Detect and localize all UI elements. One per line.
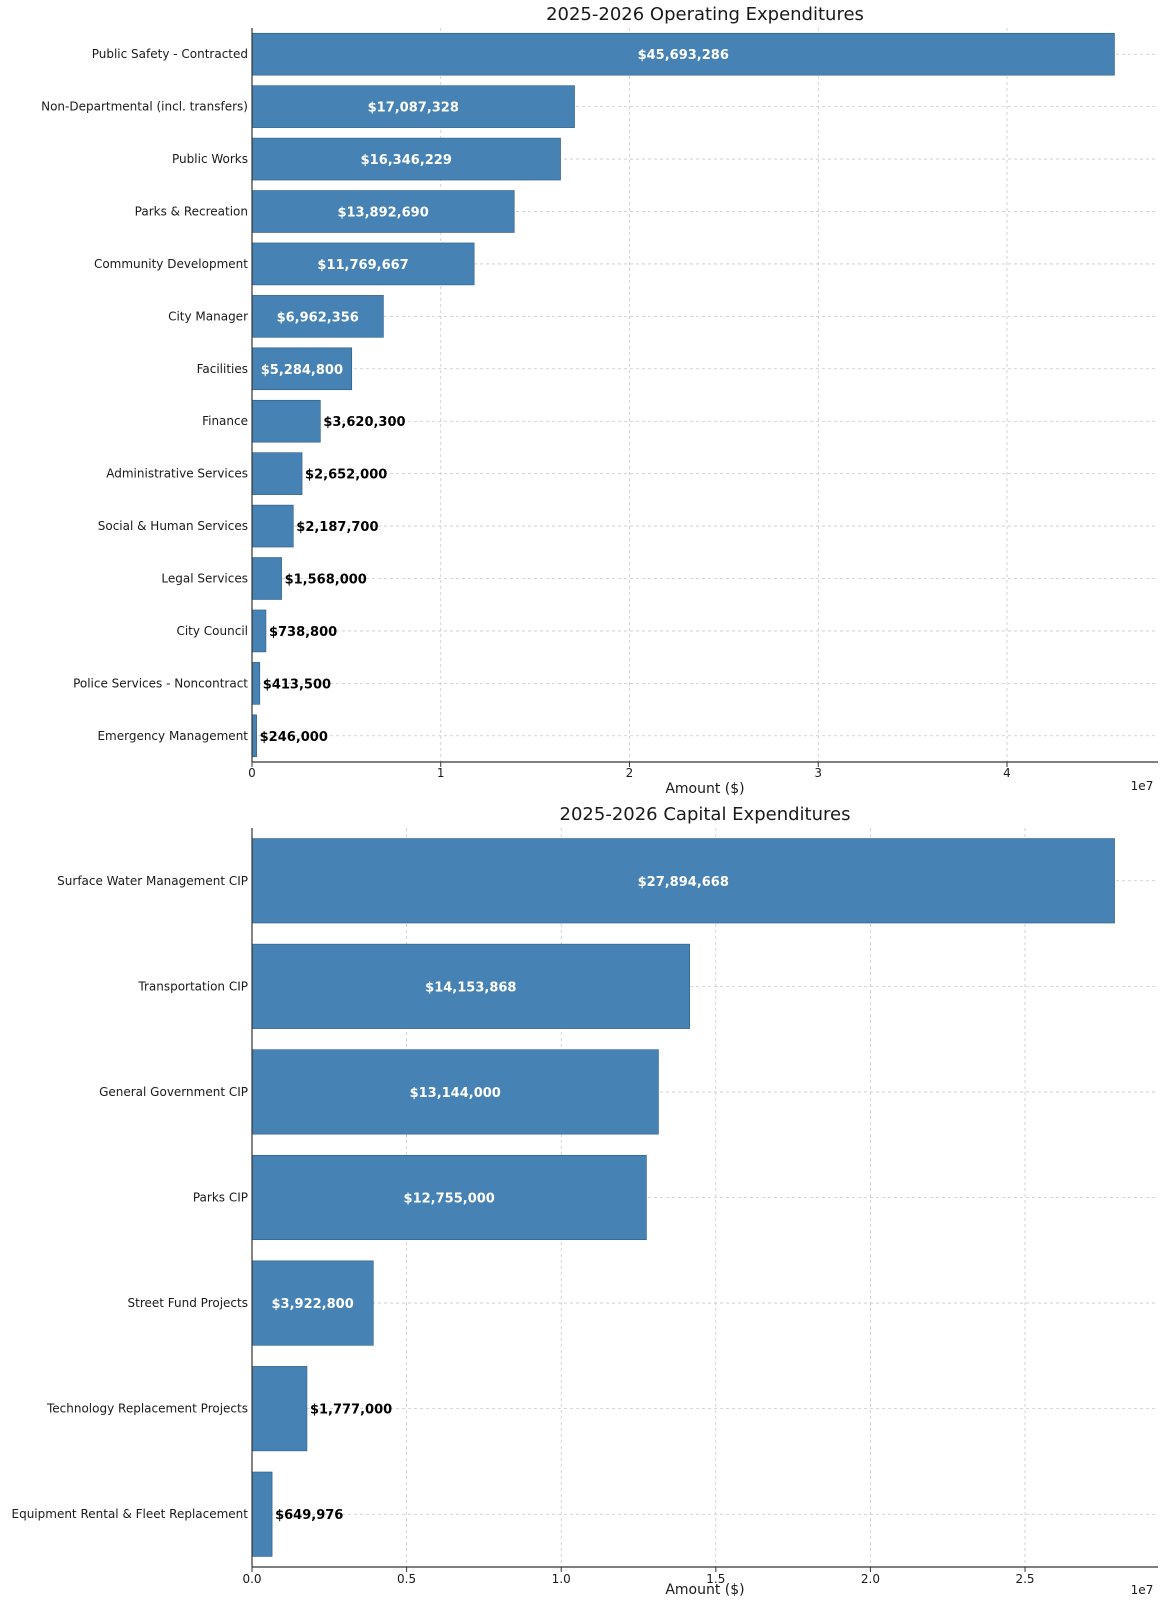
bar bbox=[251, 609, 267, 653]
x-axis-offset-label: 1e7 bbox=[1131, 1583, 1154, 1597]
x-tick-label: 1 bbox=[437, 766, 445, 780]
category-label: Street Fund Projects bbox=[128, 1296, 248, 1310]
category-label: Facilities bbox=[197, 362, 248, 376]
category-label: Finance bbox=[202, 414, 248, 428]
x-tick-label: 2.5 bbox=[1015, 1572, 1034, 1586]
x-tick-label: 4 bbox=[1003, 766, 1011, 780]
bar bbox=[251, 1260, 374, 1346]
category-label: Social & Human Services bbox=[98, 519, 248, 533]
bar bbox=[251, 838, 1115, 924]
category-label: Public Works bbox=[172, 152, 248, 166]
category-label: Surface Water Management CIP bbox=[57, 874, 248, 888]
x-axis-label: Amount ($) bbox=[665, 781, 744, 797]
x-tick-label: 0 bbox=[248, 766, 256, 780]
bar bbox=[251, 242, 475, 286]
bar-value-label: $413,500 bbox=[263, 677, 331, 692]
capital-chart-svg: 2025-2026 Capital Expenditures Amount ($… bbox=[12, 804, 1158, 1598]
bar-value-label: $3,922,800 bbox=[272, 1297, 354, 1312]
bar bbox=[251, 1471, 273, 1557]
category-label: Public Safety - Contracted bbox=[92, 47, 248, 61]
x-tick-label: 2.0 bbox=[861, 1572, 880, 1586]
category-label: Community Development bbox=[94, 257, 248, 271]
x-tick-label: 3 bbox=[814, 766, 822, 780]
category-label: Parks CIP bbox=[193, 1191, 248, 1205]
bar-value-label: $17,087,328 bbox=[368, 101, 459, 116]
bar bbox=[251, 504, 294, 548]
bar-value-label: $649,976 bbox=[275, 1508, 343, 1523]
bar bbox=[251, 1154, 647, 1241]
category-label: Parks & Recreation bbox=[135, 205, 248, 219]
bar-value-label: $13,892,690 bbox=[337, 206, 428, 221]
capital-expenditures-chart: 2025-2026 Capital Expenditures Amount ($… bbox=[0, 800, 1162, 1600]
bar bbox=[251, 399, 321, 443]
category-label: Technology Replacement Projects bbox=[46, 1402, 248, 1416]
category-label: Administrative Services bbox=[106, 467, 248, 481]
bar bbox=[251, 347, 353, 391]
bar bbox=[251, 32, 1115, 76]
bar bbox=[251, 85, 575, 128]
category-label: Emergency Management bbox=[97, 729, 248, 743]
category-label: General Government CIP bbox=[99, 1085, 248, 1099]
bar-value-label: $13,144,000 bbox=[410, 1086, 501, 1101]
bar-value-label: $14,153,868 bbox=[425, 980, 516, 995]
bar-value-label: $738,800 bbox=[269, 625, 337, 640]
x-tick-label: 0.0 bbox=[242, 1572, 261, 1586]
x-tick-label: 1.0 bbox=[552, 1572, 571, 1586]
bar-value-label: $6,962,356 bbox=[277, 310, 359, 325]
bar-value-label: $45,693,286 bbox=[638, 48, 729, 63]
bar-value-label: $2,187,700 bbox=[296, 520, 378, 535]
category-label: Equipment Rental & Fleet Replacement bbox=[12, 1507, 249, 1521]
bar-value-label: $246,000 bbox=[260, 730, 328, 745]
bar bbox=[251, 943, 690, 1029]
bar-value-label: $3,620,300 bbox=[323, 415, 405, 430]
chart-title: 2025-2026 Operating Expenditures bbox=[546, 4, 864, 25]
bar bbox=[251, 1049, 659, 1135]
bar bbox=[251, 714, 257, 758]
bars bbox=[251, 838, 1115, 1557]
operating-expenditures-chart: 2025-2026 Operating Expenditures Amount … bbox=[0, 0, 1162, 800]
bar bbox=[251, 295, 384, 338]
bar bbox=[251, 662, 261, 705]
category-label: Non-Departmental (incl. transfers) bbox=[41, 100, 248, 114]
bar-value-label: $2,652,000 bbox=[305, 468, 387, 483]
x-tick-label: 1.5 bbox=[706, 1572, 725, 1586]
bar-value-label: $1,568,000 bbox=[285, 573, 367, 588]
category-label: City Manager bbox=[168, 309, 248, 323]
x-tick-label: 2 bbox=[626, 766, 634, 780]
category-label: Transportation CIP bbox=[137, 979, 248, 993]
bars bbox=[251, 32, 1115, 758]
category-label: City Council bbox=[176, 624, 248, 638]
category-label: Police Services - Noncontract bbox=[73, 676, 248, 690]
bar bbox=[251, 452, 303, 495]
x-axis-label: Amount ($) bbox=[665, 1582, 744, 1598]
chart-title: 2025-2026 Capital Expenditures bbox=[560, 804, 851, 825]
bar-value-label: $12,755,000 bbox=[404, 1192, 495, 1207]
bar-value-label: $5,284,800 bbox=[261, 363, 343, 378]
operating-chart-svg: 2025-2026 Operating Expenditures Amount … bbox=[41, 4, 1158, 797]
bar-value-label: $1,777,000 bbox=[310, 1403, 392, 1418]
bar bbox=[251, 1366, 308, 1452]
category-label: Legal Services bbox=[161, 572, 248, 586]
bar-value-label: $11,769,667 bbox=[317, 258, 408, 273]
bar bbox=[251, 557, 282, 600]
x-axis-offset-label: 1e7 bbox=[1131, 779, 1154, 793]
bar-value-label: $27,894,668 bbox=[638, 875, 729, 890]
bar-value-label: $16,346,229 bbox=[361, 153, 452, 168]
x-tick-label: 0.5 bbox=[397, 1572, 416, 1586]
